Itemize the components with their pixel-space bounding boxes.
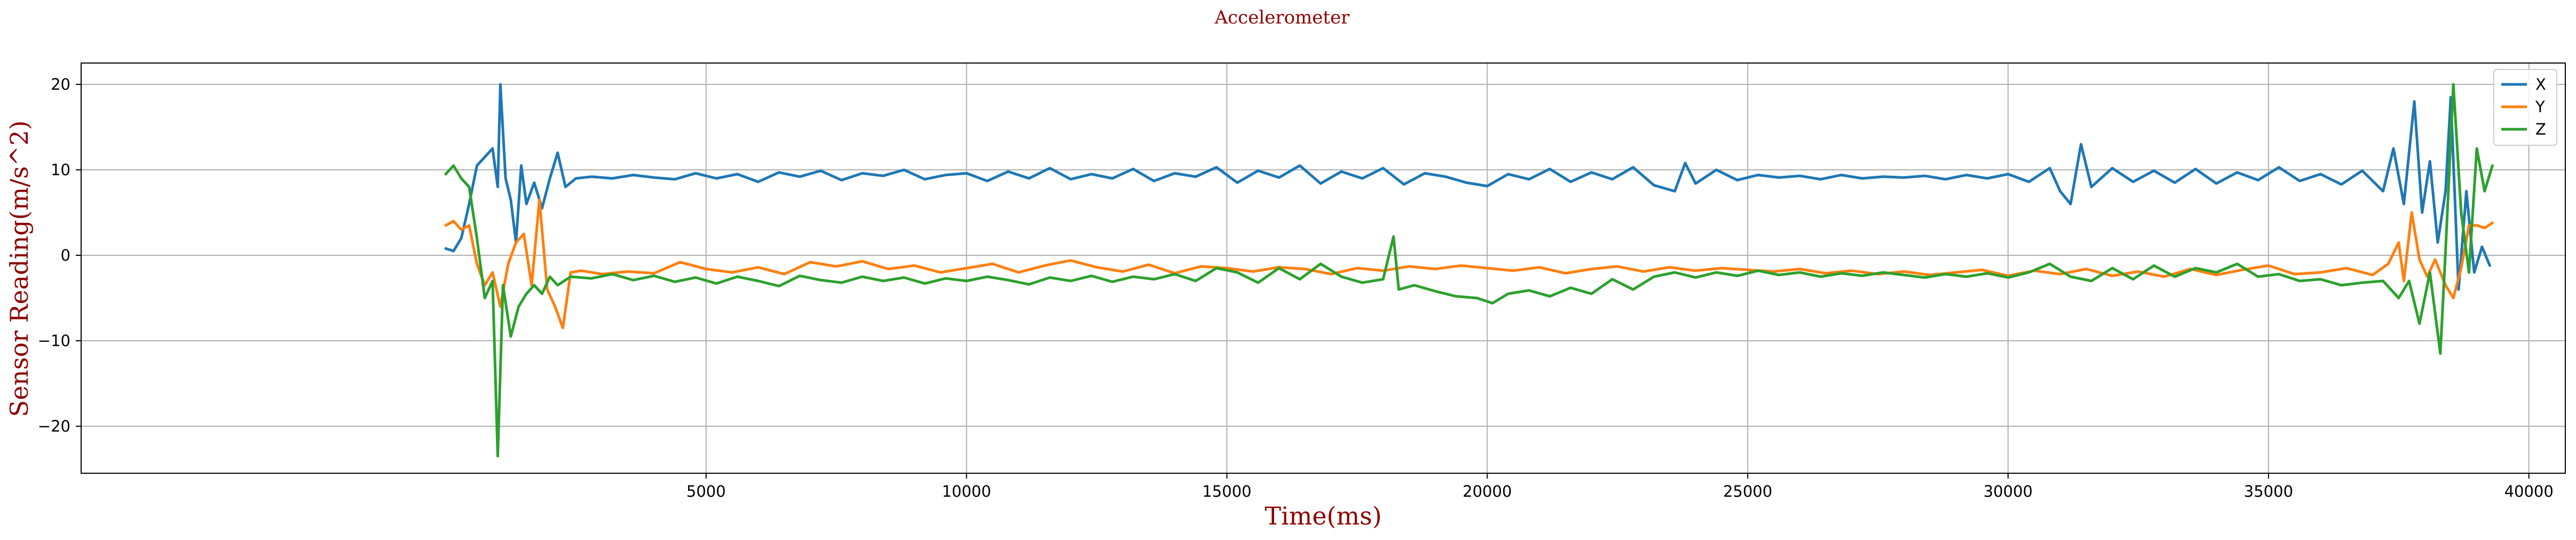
legend-label-z: Z: [2535, 120, 2546, 138]
legend-label-x: X: [2535, 75, 2546, 93]
x-tick-label: 10000: [942, 482, 991, 500]
y-tick-label: −20: [38, 417, 70, 435]
legend: XYZ: [2493, 69, 2557, 146]
y-axis-label: Sensor Reading(m/s^2): [5, 120, 34, 417]
series-line-x: [444, 83, 2491, 291]
x-tick-label: 5000: [686, 482, 726, 500]
x-axis-label: Time(ms): [1265, 502, 1381, 530]
x-tick-label: 20000: [1463, 482, 1512, 500]
x-tick-label: 40000: [2504, 482, 2554, 500]
x-tick-label: 15000: [1202, 482, 1251, 500]
y-tick-label: −10: [38, 332, 70, 350]
y-tick-label: 0: [61, 246, 70, 264]
series-layer: [444, 83, 2494, 458]
x-tick-label: 30000: [1984, 482, 2033, 500]
tick-layer: 5000 10000 15000 20000 25000 30000 35000 40000 −…: [38, 75, 2554, 500]
x-tick-label: 35000: [2244, 482, 2293, 500]
legend-label-y: Y: [2535, 98, 2545, 116]
series-line-z: [444, 83, 2494, 458]
plot-area-frame: [81, 62, 2566, 474]
series-line-y: [444, 198, 2494, 330]
y-tick-label: 20: [51, 75, 70, 93]
chart-title: Accelerometer: [1214, 7, 1350, 28]
y-tick-label: 10: [51, 161, 70, 179]
x-tick-label: 25000: [1723, 482, 1772, 500]
